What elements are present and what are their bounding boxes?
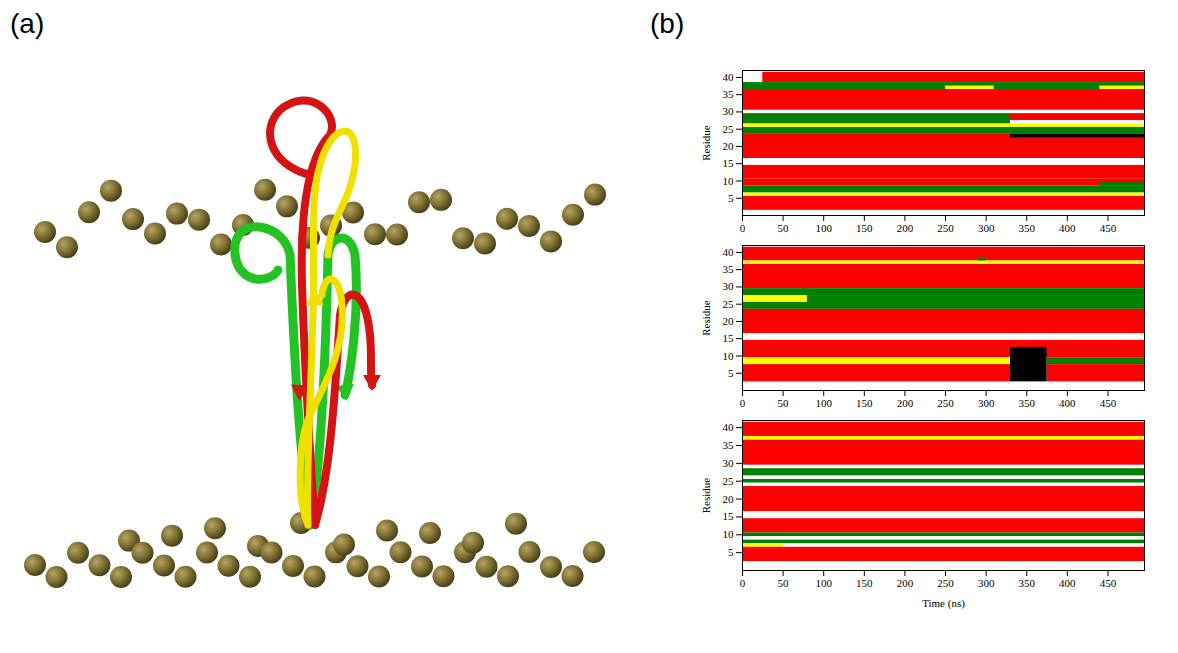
svg-text:Residue: Residue [700,125,712,161]
svg-text:350: 350 [1018,577,1035,589]
svg-text:5: 5 [728,367,734,379]
svg-text:300: 300 [978,222,995,234]
svg-text:0: 0 [740,397,746,409]
svg-text:400: 400 [1059,397,1076,409]
svg-text:10: 10 [723,174,735,186]
svg-text:Residue: Residue [700,478,712,514]
svg-text:10: 10 [723,528,735,540]
svg-text:250: 250 [937,397,954,409]
svg-text:100: 100 [815,222,832,234]
svg-text:40: 40 [723,71,735,83]
svg-text:150: 150 [856,577,873,589]
svg-text:400: 400 [1059,577,1076,589]
svg-text:150: 150 [856,397,873,409]
svg-text:0: 0 [740,222,746,234]
html-text:(b): (b) [650,8,685,39]
svg-text:100: 100 [815,397,832,409]
svg-text:35: 35 [723,439,735,451]
svg-text:350: 350 [1018,222,1035,234]
svg-text:30: 30 [723,457,735,469]
svg-text:300: 300 [978,397,995,409]
svg-text:50: 50 [778,222,790,234]
html-text:(a): (a) [10,8,45,39]
svg-text:350: 350 [1018,397,1035,409]
svg-text:Time (ns): Time (ns) [922,597,965,610]
svg-text:15: 15 [723,510,735,522]
svg-text:150: 150 [856,222,873,234]
svg-text:35: 35 [723,88,735,100]
svg-text:450: 450 [1100,577,1117,589]
svg-text:30: 30 [723,105,735,117]
svg-text:10: 10 [723,349,735,361]
svg-text:50: 50 [778,577,790,589]
svg-text:5: 5 [728,192,734,204]
svg-text:0: 0 [740,577,746,589]
svg-text:40: 40 [723,246,735,258]
svg-text:15: 15 [723,157,735,169]
svg-text:20: 20 [723,140,735,152]
svg-text:250: 250 [937,222,954,234]
svg-text:200: 200 [897,222,914,234]
svg-text:15: 15 [723,332,735,344]
svg-text:250: 250 [937,577,954,589]
svg-text:100: 100 [815,577,832,589]
svg-text:40: 40 [723,421,735,433]
svg-text:200: 200 [897,577,914,589]
svg-text:400: 400 [1059,222,1076,234]
svg-text:450: 450 [1100,397,1117,409]
svg-text:20: 20 [723,493,735,505]
svg-text:300: 300 [978,577,995,589]
svg-text:5: 5 [728,546,734,558]
svg-text:35: 35 [723,263,735,275]
svg-text:50: 50 [778,397,790,409]
svg-text:25: 25 [723,475,735,487]
svg-text:25: 25 [723,298,735,310]
svg-text:200: 200 [897,397,914,409]
svg-text:450: 450 [1100,222,1117,234]
svg-text:20: 20 [723,315,735,327]
svg-text:Residue: Residue [700,300,712,336]
svg-text:25: 25 [723,123,735,135]
svg-text:30: 30 [723,280,735,292]
